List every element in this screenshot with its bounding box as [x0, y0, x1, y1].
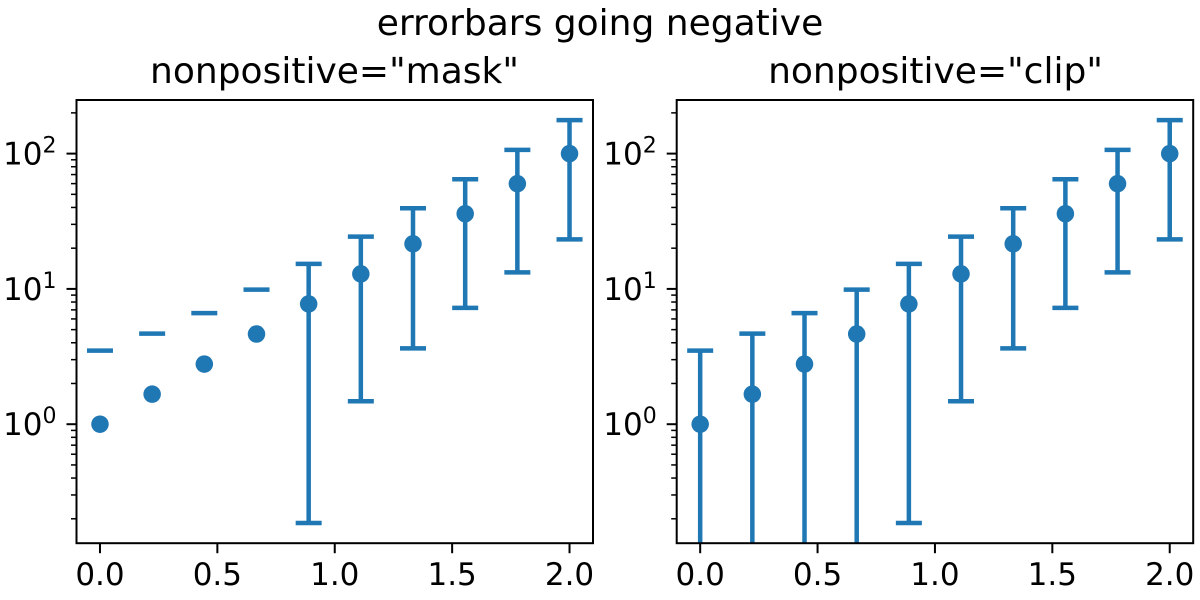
data-point-marker — [952, 265, 970, 283]
x-tick-label: 0.0 — [676, 557, 725, 593]
data-point-group — [1052, 176, 1079, 311]
axes-clip: 100 101 102 0.0 0.5 1.0 1.5 2.0 — [603, 99, 1195, 593]
data-point-group — [948, 234, 975, 404]
subplot-title-clip: nonpositive="clip" — [768, 51, 1103, 92]
x-tick-label: 2.0 — [545, 557, 594, 593]
data-point-marker — [91, 415, 109, 433]
data-point-marker — [743, 385, 762, 403]
data-point-marker — [795, 355, 814, 373]
data-point-marker — [900, 295, 918, 313]
data-point-group — [139, 331, 166, 403]
x-tick-label: 2.0 — [1145, 557, 1194, 593]
data-point-marker — [1056, 204, 1075, 223]
y-tick-label: 102 — [603, 134, 656, 173]
data-point-group — [791, 310, 818, 544]
errorbar-series — [687, 117, 1183, 544]
data-point-group — [191, 310, 218, 373]
x-tick-label: 0.0 — [75, 557, 124, 593]
data-point-marker — [1108, 174, 1127, 193]
data-point-marker — [456, 204, 474, 223]
axes-frame — [75, 99, 594, 545]
axes-mask: 100 101 102 0.0 0.5 1.0 1.5 2.0 — [3, 99, 594, 593]
data-point-group — [347, 234, 374, 404]
data-point-group — [399, 206, 426, 351]
data-point-group — [687, 348, 714, 544]
data-point-marker — [1004, 235, 1022, 253]
data-point-group — [1104, 147, 1131, 275]
data-point-group — [1156, 117, 1183, 242]
y-tick-label: 102 — [3, 134, 56, 173]
data-point-marker — [404, 235, 422, 253]
data-point-marker — [1160, 144, 1179, 163]
data-point-group — [243, 287, 270, 343]
data-point-marker — [847, 325, 866, 343]
data-point-group — [843, 287, 870, 544]
data-point-group — [556, 117, 583, 242]
data-point-marker — [195, 355, 214, 373]
x-tick-label: 1.0 — [310, 557, 359, 593]
axes-frame — [675, 99, 1195, 545]
y-tick-label: 100 — [603, 404, 656, 443]
data-point-marker — [508, 174, 527, 193]
x-tick-label: 0.5 — [193, 557, 242, 593]
figure-title: errorbars going negative — [376, 3, 824, 44]
data-point-group — [1000, 206, 1027, 351]
data-point-marker — [352, 265, 370, 283]
errorbar-series — [86, 117, 583, 526]
data-point-marker — [247, 325, 266, 343]
subplot-title-mask: nonpositive="mask" — [150, 51, 519, 92]
data-point-marker — [560, 144, 579, 163]
x-tick-label: 0.5 — [793, 557, 842, 593]
data-point-marker — [143, 385, 161, 403]
data-point-group — [295, 261, 322, 526]
x-tick-label: 1.5 — [1028, 557, 1077, 593]
data-point-marker — [691, 415, 709, 433]
y-tick-label: 100 — [3, 404, 56, 443]
data-point-group — [895, 261, 922, 526]
data-point-group — [86, 348, 113, 433]
data-point-group — [739, 331, 766, 544]
data-point-marker — [299, 295, 318, 313]
y-tick-label: 101 — [3, 269, 56, 308]
data-point-group — [504, 147, 531, 275]
y-tick-label: 101 — [603, 269, 656, 308]
x-tick-label: 1.5 — [427, 557, 476, 593]
data-point-group — [452, 176, 479, 311]
x-tick-label: 1.0 — [910, 557, 959, 593]
